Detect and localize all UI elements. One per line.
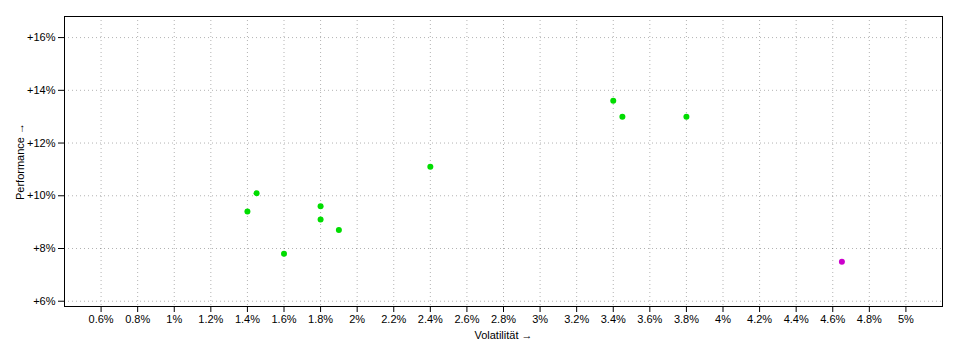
svg-text:+16%: +16% <box>27 31 56 43</box>
svg-text:0.6%: 0.6% <box>89 313 114 325</box>
svg-text:+12%: +12% <box>27 137 56 149</box>
svg-text:5%: 5% <box>898 313 914 325</box>
svg-text:3.2%: 3.2% <box>564 313 589 325</box>
svg-text:2.4%: 2.4% <box>418 313 443 325</box>
svg-text:+10%: +10% <box>27 189 56 201</box>
svg-text:3%: 3% <box>532 313 548 325</box>
svg-text:1.2%: 1.2% <box>198 313 223 325</box>
svg-text:1.8%: 1.8% <box>308 313 333 325</box>
svg-text:3.4%: 3.4% <box>601 313 626 325</box>
svg-text:2.6%: 2.6% <box>454 313 479 325</box>
svg-text:1%: 1% <box>166 313 182 325</box>
svg-text:Performance →: Performance → <box>14 123 26 200</box>
svg-text:+14%: +14% <box>27 84 56 96</box>
svg-text:Volatilität →: Volatilität → <box>474 329 532 341</box>
svg-text:2%: 2% <box>349 313 365 325</box>
svg-text:1.4%: 1.4% <box>235 313 260 325</box>
svg-text:4%: 4% <box>715 313 731 325</box>
svg-text:4.8%: 4.8% <box>857 313 882 325</box>
svg-text:3.8%: 3.8% <box>674 313 699 325</box>
svg-text:4.2%: 4.2% <box>747 313 772 325</box>
svg-text:3.6%: 3.6% <box>637 313 662 325</box>
svg-text:+6%: +6% <box>33 295 56 307</box>
svg-text:4.4%: 4.4% <box>784 313 809 325</box>
svg-text:+8%: +8% <box>33 242 56 254</box>
svg-text:2.8%: 2.8% <box>491 313 516 325</box>
svg-text:2.2%: 2.2% <box>381 313 406 325</box>
svg-text:0.8%: 0.8% <box>125 313 150 325</box>
svg-text:4.6%: 4.6% <box>820 313 845 325</box>
svg-text:1.6%: 1.6% <box>271 313 296 325</box>
